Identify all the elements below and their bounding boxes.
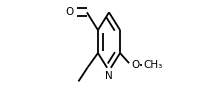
Text: O: O <box>131 60 140 70</box>
Text: N: N <box>105 71 113 81</box>
Text: O: O <box>65 7 73 17</box>
Text: CH₃: CH₃ <box>143 60 162 70</box>
